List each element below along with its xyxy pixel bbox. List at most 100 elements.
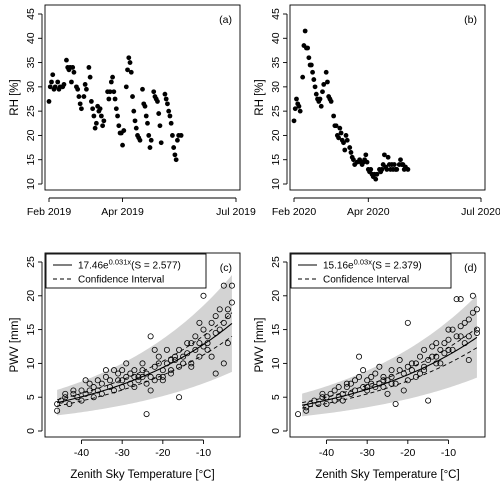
legend-fit-stat: (S = 2.379)	[372, 261, 422, 272]
x-tick-label: -20	[155, 447, 170, 459]
data-point	[437, 346, 444, 353]
data-point	[327, 390, 334, 397]
y-tick-label: 10	[270, 178, 282, 190]
data-point	[339, 397, 346, 404]
data-point	[123, 360, 130, 367]
data-point	[220, 360, 227, 367]
data-point	[84, 86, 89, 92]
data-point	[163, 96, 169, 102]
data-point	[310, 69, 315, 75]
data-point	[112, 96, 118, 102]
data-point	[156, 111, 162, 116]
data-point	[119, 384, 126, 391]
data-point	[62, 394, 69, 401]
confidence-lower-line	[57, 335, 233, 407]
data-point	[159, 367, 166, 374]
data-point	[159, 377, 166, 384]
data-point	[108, 79, 114, 85]
data-point	[168, 120, 174, 126]
data-point	[86, 65, 92, 70]
data-point	[220, 282, 227, 289]
data-point	[155, 360, 162, 367]
data-point	[58, 397, 65, 404]
data-point	[47, 84, 53, 90]
y-axis-label: PWV [mm]	[254, 318, 266, 373]
data-point	[360, 384, 367, 391]
legend-box	[45, 253, 207, 289]
data-point	[417, 370, 424, 377]
data-point	[300, 74, 306, 80]
data-point	[140, 86, 145, 92]
data-point	[319, 394, 326, 401]
data-point	[469, 292, 476, 299]
y-tick-label: 10	[25, 357, 37, 369]
data-point	[425, 397, 432, 404]
data-point	[127, 370, 134, 377]
data-point	[305, 45, 311, 51]
panel-b: 10 15 20 25 30 35 40 45 Feb 2020 Apr 2020 Jul 2020…	[254, 4, 500, 218]
data-point	[92, 125, 98, 131]
y-tick-label: 0	[270, 428, 282, 434]
y-tick-label: 30	[270, 81, 282, 93]
data-point	[342, 147, 348, 153]
x-tick-label: Jul 2020	[461, 206, 500, 218]
data-point	[412, 373, 419, 380]
x-tick-label: -40	[319, 447, 334, 459]
data-point	[78, 397, 85, 404]
data-point	[176, 346, 183, 353]
data-point	[321, 82, 327, 87]
data-point	[473, 329, 480, 336]
data-point	[388, 380, 395, 387]
data-point	[139, 367, 146, 374]
data-point	[331, 113, 337, 119]
data-point	[208, 319, 215, 326]
data-point	[188, 360, 195, 367]
data-point	[62, 390, 69, 397]
y-tick-label: 30	[25, 81, 37, 93]
data-point	[111, 367, 118, 374]
data-point	[86, 380, 93, 387]
data-point	[90, 394, 97, 401]
data-point	[178, 133, 184, 138]
data-point	[167, 370, 174, 377]
data-point	[155, 373, 162, 380]
data-point	[461, 340, 468, 347]
data-point	[110, 74, 115, 80]
x-tick-label: -10	[196, 447, 211, 459]
data-point	[356, 353, 363, 360]
data-point	[212, 370, 219, 377]
data-point	[81, 94, 87, 99]
data-point	[380, 384, 387, 391]
data-point	[337, 125, 343, 131]
data-point	[151, 89, 157, 95]
data-point	[143, 411, 150, 418]
data-point	[70, 390, 77, 397]
data-point	[364, 387, 371, 394]
data-point	[106, 96, 112, 102]
data-point	[50, 72, 56, 78]
data-point	[131, 108, 137, 114]
data-point	[335, 384, 342, 391]
data-point	[131, 367, 138, 374]
data-point	[318, 103, 324, 109]
data-point	[74, 394, 81, 401]
data-point	[453, 296, 460, 303]
data-point	[297, 108, 303, 114]
data-point	[146, 133, 152, 138]
y-tick-label: 20	[270, 290, 282, 302]
data-point	[396, 367, 403, 374]
data-point	[151, 377, 158, 384]
data-point	[412, 360, 419, 367]
data-point	[398, 157, 403, 163]
data-point	[224, 340, 231, 347]
data-point	[127, 380, 134, 387]
data-point	[341, 140, 346, 146]
data-point	[344, 137, 350, 143]
data-point	[445, 336, 452, 343]
data-point	[315, 400, 322, 407]
x-tick-label: -10	[441, 447, 456, 459]
legend-fit-label: 15.16e0.03x(S = 2.379)	[323, 258, 422, 272]
data-point	[70, 387, 77, 394]
data-point	[303, 407, 310, 414]
data-point	[408, 360, 415, 367]
